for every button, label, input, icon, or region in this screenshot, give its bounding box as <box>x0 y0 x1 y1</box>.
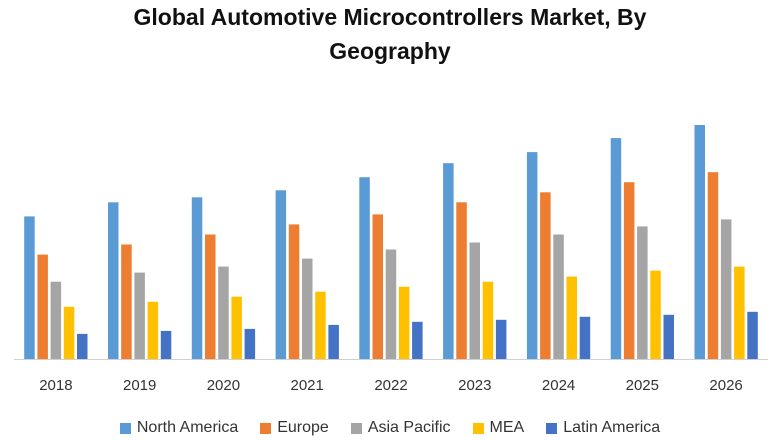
legend-label: Asia Pacific <box>367 419 451 436</box>
bar-mea-2020 <box>231 296 242 359</box>
bar-mea-2024 <box>566 276 577 359</box>
bar-latin-america-2025 <box>663 314 674 359</box>
bar-chart: 2018 2019 2020 2021 2022 2023 2024 2025 2026 <box>14 125 768 394</box>
legend-swatch <box>546 422 558 434</box>
bar-asia-pacific-2021 <box>302 258 313 359</box>
chart-title-line-1: Global Automotive Microcontrollers Marke… <box>133 4 647 30</box>
bar-europe-2023 <box>456 202 467 359</box>
bar-latin-america-2021 <box>328 324 339 359</box>
bar-north-america-2018 <box>24 216 35 359</box>
bar-north-america-2023 <box>443 163 454 359</box>
bar-asia-pacific-2020 <box>218 266 229 359</box>
legend-swatch <box>260 422 272 434</box>
bar-asia-pacific-2023 <box>469 242 480 359</box>
legend-label: MEA <box>489 419 525 436</box>
bar-mea-2026 <box>734 266 745 359</box>
bar-europe-2024 <box>540 192 551 359</box>
bar-latin-america-2018 <box>77 333 88 359</box>
legend-item: Asia Pacific <box>350 419 451 437</box>
bar-latin-america-2020 <box>244 328 256 359</box>
bar-north-america-2020 <box>191 197 203 359</box>
bar-europe-2025 <box>623 182 635 359</box>
x-tick-label: 2021 <box>291 377 324 394</box>
bar-mea-2023 <box>482 281 494 359</box>
bar-mea-2022 <box>398 286 410 359</box>
legend-item: North America <box>119 419 239 437</box>
legend-swatch <box>119 422 131 434</box>
bar-asia-pacific-2019 <box>134 272 145 359</box>
bar-asia-pacific-2024 <box>553 234 564 359</box>
bar-north-america-2021 <box>275 190 287 359</box>
x-tick-label: 2024 <box>542 377 575 394</box>
bar-latin-america-2026 <box>747 311 758 359</box>
x-tick-label: 2022 <box>374 377 407 394</box>
x-tick-label: 2023 <box>458 377 491 394</box>
bar-north-america-2025 <box>610 138 622 359</box>
bar-europe-2019 <box>121 244 132 359</box>
bar-europe-2026 <box>707 172 719 359</box>
legend-label: Latin America <box>563 419 661 436</box>
bar-mea-2019 <box>147 301 159 359</box>
bar-north-america-2024 <box>526 152 538 359</box>
legend-label: North America <box>136 419 239 436</box>
x-tick-label: 2019 <box>123 377 156 394</box>
bar-europe-2020 <box>205 234 216 359</box>
chart-title-line-2: Geography <box>329 38 451 64</box>
legend-item: MEA <box>472 419 525 437</box>
bar-latin-america-2024 <box>579 316 591 359</box>
bar-mea-2021 <box>315 291 326 359</box>
bar-north-america-2022 <box>359 177 370 359</box>
x-tick-label: 2026 <box>709 377 742 394</box>
chart-title: Global Automotive Microcontrollers Marke… <box>0 0 780 68</box>
bar-europe-2022 <box>372 214 383 359</box>
legend-item: Latin America <box>546 419 660 437</box>
legend-swatch <box>472 422 484 434</box>
bar-asia-pacific-2026 <box>720 219 732 359</box>
legend-label: Europe <box>277 419 329 436</box>
x-tick-label: 2020 <box>207 377 240 394</box>
bar-latin-america-2022 <box>412 321 423 359</box>
bar-asia-pacific-2025 <box>637 226 648 359</box>
bar-europe-2021 <box>288 224 300 359</box>
x-tick-label: 2018 <box>39 377 72 394</box>
bar-mea-2018 <box>63 306 75 359</box>
bar-latin-america-2019 <box>160 330 172 359</box>
legend-item: Europe <box>260 419 329 437</box>
legend-swatch <box>350 422 362 434</box>
bar-asia-pacific-2018 <box>50 281 62 359</box>
bar-europe-2018 <box>37 254 48 359</box>
bar-asia-pacific-2022 <box>385 249 397 359</box>
bar-mea-2025 <box>650 270 661 359</box>
bar-north-america-2019 <box>108 202 119 359</box>
chart-legend: North America Europe Asia Pacific MEA Latin … <box>0 416 780 440</box>
bar-latin-america-2023 <box>495 319 507 359</box>
x-tick-label: 2025 <box>626 377 659 394</box>
bar-north-america-2026 <box>694 125 705 359</box>
